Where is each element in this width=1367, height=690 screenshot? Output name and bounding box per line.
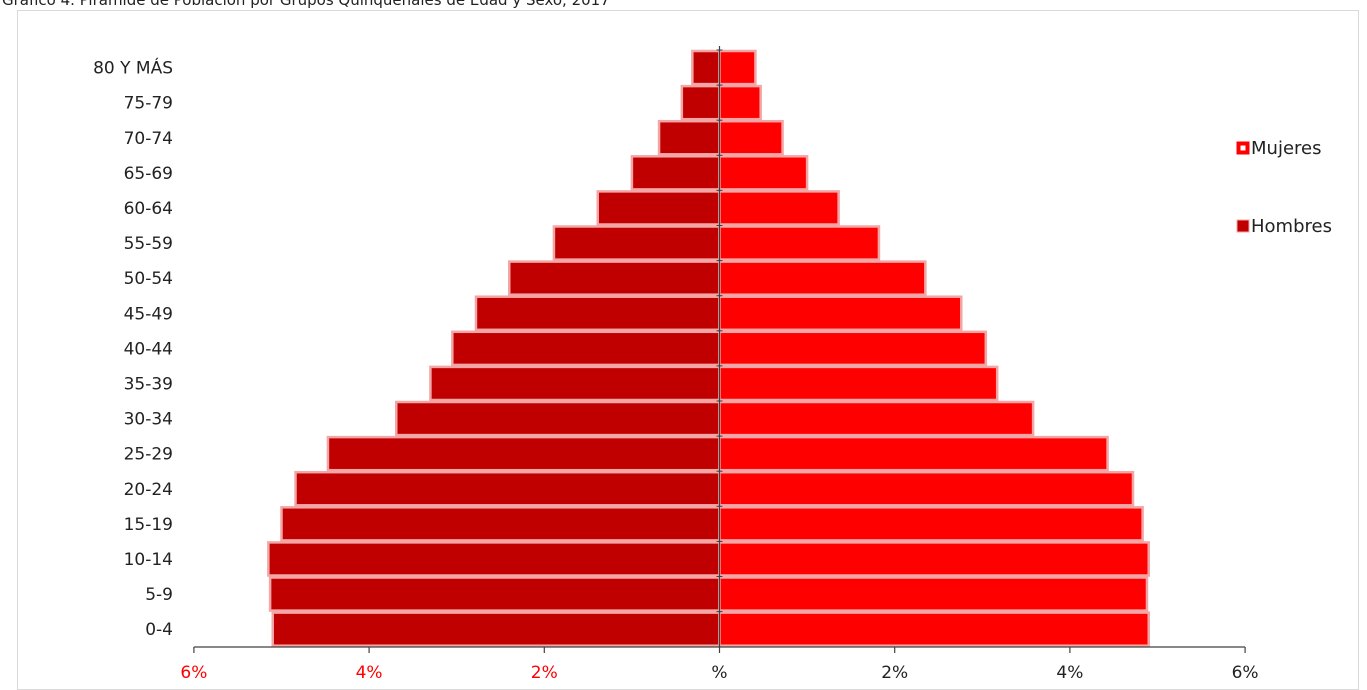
bar-mujeres-35-39 — [718, 365, 999, 402]
bar-hombres-15-19 — [280, 506, 721, 542]
bar-mujeres-80-y-más — [718, 49, 757, 86]
age-label: 0-4 — [145, 620, 173, 640]
bar-mujeres-25-29 — [718, 435, 1109, 472]
age-label: 20-24 — [124, 480, 173, 500]
bar-mujeres-70-74 — [718, 119, 784, 156]
bar-mujeres-0-4 — [718, 611, 1150, 647]
bar-hombres-30-34 — [395, 400, 721, 437]
age-label: 70-74 — [124, 129, 173, 149]
age-label: 40-44 — [124, 339, 173, 359]
legend-swatch-hombres — [1236, 219, 1250, 233]
age-label: 10-14 — [124, 550, 173, 570]
age-label: 25-29 — [124, 445, 173, 465]
bar-mujeres-30-34 — [718, 400, 1035, 437]
age-label: 80 Y MÁS — [93, 57, 173, 79]
bar-hombres-10-14 — [267, 541, 721, 577]
age-label: 15-19 — [124, 515, 173, 535]
bar-hombres-60-64 — [596, 190, 721, 226]
bar-mujeres-20-24 — [718, 470, 1135, 507]
bar-hombres-5-9 — [268, 576, 721, 612]
bar-hombres-55-59 — [552, 225, 721, 261]
bar-hombres-0-4 — [271, 611, 721, 647]
x-tick-label: 6% — [1232, 663, 1259, 683]
bar-mujeres-45-49 — [718, 295, 963, 332]
bars-group — [267, 49, 1150, 647]
bar-mujeres-5-9 — [718, 576, 1149, 612]
age-label: 65-69 — [124, 164, 173, 184]
bar-mujeres-10-14 — [718, 541, 1150, 577]
age-label: 55-59 — [124, 234, 173, 254]
x-tick-label: 4% — [356, 663, 383, 683]
legend-swatch-inner-mujeres — [1240, 145, 1246, 151]
legend-label-mujeres: Mujeres — [1251, 138, 1321, 159]
chart-title: Gráfico 4. Pirámide de Población por Gru… — [2, 0, 610, 9]
bar-hombres-40-44 — [451, 330, 721, 367]
bar-hombres-80-y-más — [691, 49, 721, 86]
x-tick-labels: 6% 4% 2%% 2% 4% 6% — [180, 663, 1258, 683]
x-tick-label: % — [711, 663, 727, 683]
axes-group — [193, 46, 1246, 653]
x-tick-label: 4% — [1056, 663, 1083, 683]
bar-mujeres-60-64 — [718, 190, 840, 226]
legend-label-hombres: Hombres — [1251, 216, 1332, 237]
age-group-labels: 0-4 5-9 10-14 15-19 20-24 25-29 30-34 35-39 40-4… — [93, 57, 173, 641]
bar-hombres-65-69 — [630, 155, 721, 191]
x-tick-label: 6% — [180, 663, 207, 683]
legend: Mujeres Hombres — [1236, 138, 1332, 237]
age-label: 35-39 — [124, 374, 173, 394]
bar-hombres-45-49 — [474, 295, 721, 332]
bar-hombres-70-74 — [657, 119, 721, 156]
bar-mujeres-65-69 — [718, 155, 809, 191]
age-label: 5-9 — [145, 585, 173, 605]
bar-hombres-50-54 — [508, 260, 721, 296]
x-tick-label: 2% — [881, 663, 908, 683]
bar-mujeres-50-54 — [718, 260, 927, 296]
bar-mujeres-75-79 — [718, 84, 762, 121]
bar-hombres-25-29 — [326, 435, 721, 472]
bar-hombres-20-24 — [294, 470, 721, 507]
age-label: 50-54 — [124, 269, 173, 289]
age-label: 75-79 — [124, 94, 173, 114]
age-label: 45-49 — [124, 304, 173, 324]
bar-mujeres-55-59 — [718, 225, 881, 261]
bar-mujeres-15-19 — [718, 506, 1144, 542]
bar-hombres-35-39 — [429, 365, 721, 402]
bar-mujeres-40-44 — [718, 330, 988, 367]
bar-hombres-75-79 — [680, 84, 721, 121]
x-tick-label: 2% — [531, 663, 558, 683]
age-label: 30-34 — [124, 410, 173, 430]
age-label: 60-64 — [124, 199, 173, 219]
